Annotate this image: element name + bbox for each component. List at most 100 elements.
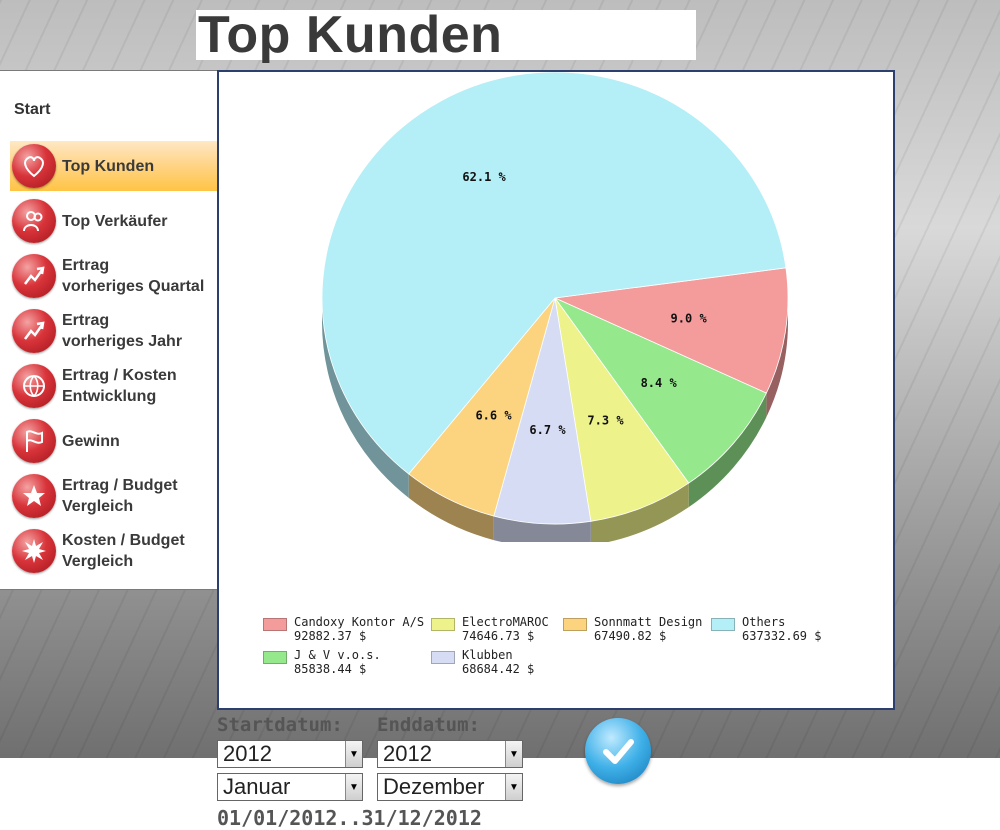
menu-item-5[interactable]: Gewinn — [10, 416, 230, 466]
menu-item-label-line2: Entwicklung — [62, 388, 157, 405]
legend-series-name: Others — [742, 615, 786, 629]
end-month-select[interactable]: Dezember ▼ — [377, 773, 523, 801]
end-date-label: Enddatum: — [377, 714, 480, 736]
legend-item: ElectroMAROC 74646.73 $ — [431, 615, 549, 643]
pie-percent-label: 6.6 % — [475, 409, 512, 423]
menu-item-0[interactable]: Top Kunden — [10, 141, 230, 191]
chevron-down-icon[interactable]: ▼ — [345, 774, 362, 800]
chevron-down-icon[interactable]: ▼ — [505, 741, 522, 767]
pie-slice[interactable] — [554, 297, 690, 522]
menu-item-3[interactable]: Ertrag vorheriges Jahr — [10, 306, 230, 356]
menu-item-label-line1: Top Kunden — [62, 157, 155, 175]
legend-text: Candoxy Kontor A/S 92882.37 $ — [294, 615, 424, 643]
end-month-value: Dezember — [383, 774, 485, 799]
menu-item-label-line1: Ertrag / Kosten — [62, 367, 177, 384]
legend-text: ElectroMAROC 74646.73 $ — [462, 615, 549, 643]
pie-chart: 9.0 % 8.4 % 7.3 % 6.7 % 6.6 % 62.1 % — [321, 72, 789, 542]
chevron-down-icon[interactable]: ▼ — [345, 741, 362, 767]
menu-item-label: Ertrag / Budget Vergleich — [62, 475, 178, 517]
legend-text: Others 637332.69 $ — [742, 615, 821, 643]
pie-percent-label: 62.1 % — [462, 170, 506, 184]
menu-item-6[interactable]: Ertrag / Budget Vergleich — [10, 471, 230, 521]
title-bar — [196, 10, 696, 60]
pie-percent-label: 8.4 % — [641, 376, 678, 390]
menu-item-label-line2: vorheriges Jahr — [62, 333, 183, 350]
legend-item: Sonnmatt Design 67490.82 $ — [563, 615, 702, 643]
menu-item-label-line2: vorheriges Quartal — [62, 278, 205, 295]
legend-swatch — [431, 618, 455, 631]
pie-slice[interactable] — [321, 72, 787, 475]
end-year-value: 2012 — [383, 741, 432, 766]
legend-series-name: Klubben — [462, 648, 513, 662]
legend-swatch — [263, 651, 287, 664]
legend-series-value: 85838.44 $ — [294, 662, 367, 676]
legend-text: Klubben 68684.42 $ — [462, 648, 534, 676]
legend-item: Klubben 68684.42 $ — [431, 648, 534, 676]
legend-swatch — [563, 618, 587, 631]
burst-icon — [12, 529, 56, 573]
menu-item-label-line1: Ertrag — [62, 312, 110, 329]
flag-icon — [12, 419, 56, 463]
pie-percent-label: 9.0 % — [671, 312, 708, 326]
side-menu: Start Top Kunden Top Verkäufer Ertrag vorhe… — [0, 70, 240, 590]
legend-swatch — [431, 651, 455, 664]
legend-series-name: ElectroMAROC — [462, 615, 549, 629]
pie-percent-label: 6.7 % — [529, 423, 566, 437]
menu-item-label: Top Verkäufer — [62, 211, 168, 232]
people-icon — [12, 199, 56, 243]
date-range-text: 01/01/2012..31/12/2012 — [217, 806, 482, 830]
start-month-value: Januar — [223, 774, 291, 799]
menu-item-label: Ertrag / Kosten Entwicklung — [62, 365, 177, 407]
legend-item: Candoxy Kontor A/S 92882.37 $ — [263, 615, 424, 643]
legend-series-value: 68684.42 $ — [462, 662, 535, 676]
trend-arrow-icon — [12, 309, 56, 353]
menu-item-label-line2: Vergleich — [62, 553, 134, 570]
chevron-down-icon[interactable]: ▼ — [505, 774, 522, 800]
pie-slice[interactable] — [553, 267, 789, 394]
menu-item-label-line1: Ertrag — [62, 257, 110, 274]
heart-icon — [12, 144, 56, 188]
pie-slice-side — [766, 298, 788, 418]
legend-series-name: Sonnmatt Design — [594, 615, 703, 629]
legend-series-value: 74646.73 $ — [462, 629, 535, 643]
legend-text: Sonnmatt Design 67490.82 $ — [594, 615, 702, 643]
menu-item-label-line1: Gewinn — [62, 432, 120, 450]
menu-item-1[interactable]: Top Verkäufer — [10, 196, 230, 246]
start-year-value: 2012 — [223, 741, 272, 766]
menu-item-label-line2: Vergleich — [62, 498, 134, 515]
legend-item: Others 637332.69 $ — [711, 615, 821, 643]
checkmark-icon — [603, 739, 634, 764]
start-month-select[interactable]: Januar ▼ — [217, 773, 363, 801]
legend-series-name: J & V v.o.s. — [294, 648, 381, 662]
menu-item-label: Top Kunden — [62, 156, 154, 177]
start-date-label: Startdatum: — [217, 714, 343, 736]
confirm-button[interactable] — [585, 718, 651, 784]
menu-item-4[interactable]: Ertrag / Kosten Entwicklung — [10, 361, 230, 411]
pie-slice[interactable] — [553, 297, 767, 484]
legend-text: J & V v.o.s. 85838.44 $ — [294, 648, 381, 676]
globe-icon — [12, 364, 56, 408]
star-icon — [12, 474, 56, 518]
end-year-select[interactable]: 2012 ▼ — [377, 740, 523, 768]
trend-arrow-icon — [12, 254, 56, 298]
legend-series-value: 637332.69 $ — [742, 629, 822, 643]
menu-item-2[interactable]: Ertrag vorheriges Quartal — [10, 251, 230, 301]
menu-item-label: Gewinn — [62, 431, 120, 452]
legend-series-value: 92882.37 $ — [294, 629, 367, 643]
menu-item-label-line1: Top Verkäufer — [62, 212, 168, 230]
menu-item-label-line1: Kosten / Budget — [62, 532, 185, 549]
start-year-select[interactable]: 2012 ▼ — [217, 740, 363, 768]
pie-slice-side — [493, 516, 591, 542]
menu-item-label-line1: Ertrag / Budget — [62, 477, 178, 494]
chart-legend: Candoxy Kontor A/S 92882.37 $ ElectroMAROC… — [263, 615, 883, 685]
menu-item-7[interactable]: Kosten / Budget Vergleich — [10, 526, 230, 576]
pie-slice-side — [408, 473, 494, 541]
legend-series-name: Candoxy Kontor A/S — [294, 615, 425, 629]
menu-start-link[interactable]: Start — [14, 101, 51, 118]
legend-series-value: 67490.82 $ — [594, 629, 667, 643]
menu-item-label: Ertrag vorheriges Quartal — [62, 255, 204, 297]
legend-swatch — [711, 618, 735, 631]
page-title: Top Kunden — [198, 6, 503, 64]
pie-percent-label: 7.3 % — [587, 414, 624, 428]
legend-swatch — [263, 618, 287, 631]
